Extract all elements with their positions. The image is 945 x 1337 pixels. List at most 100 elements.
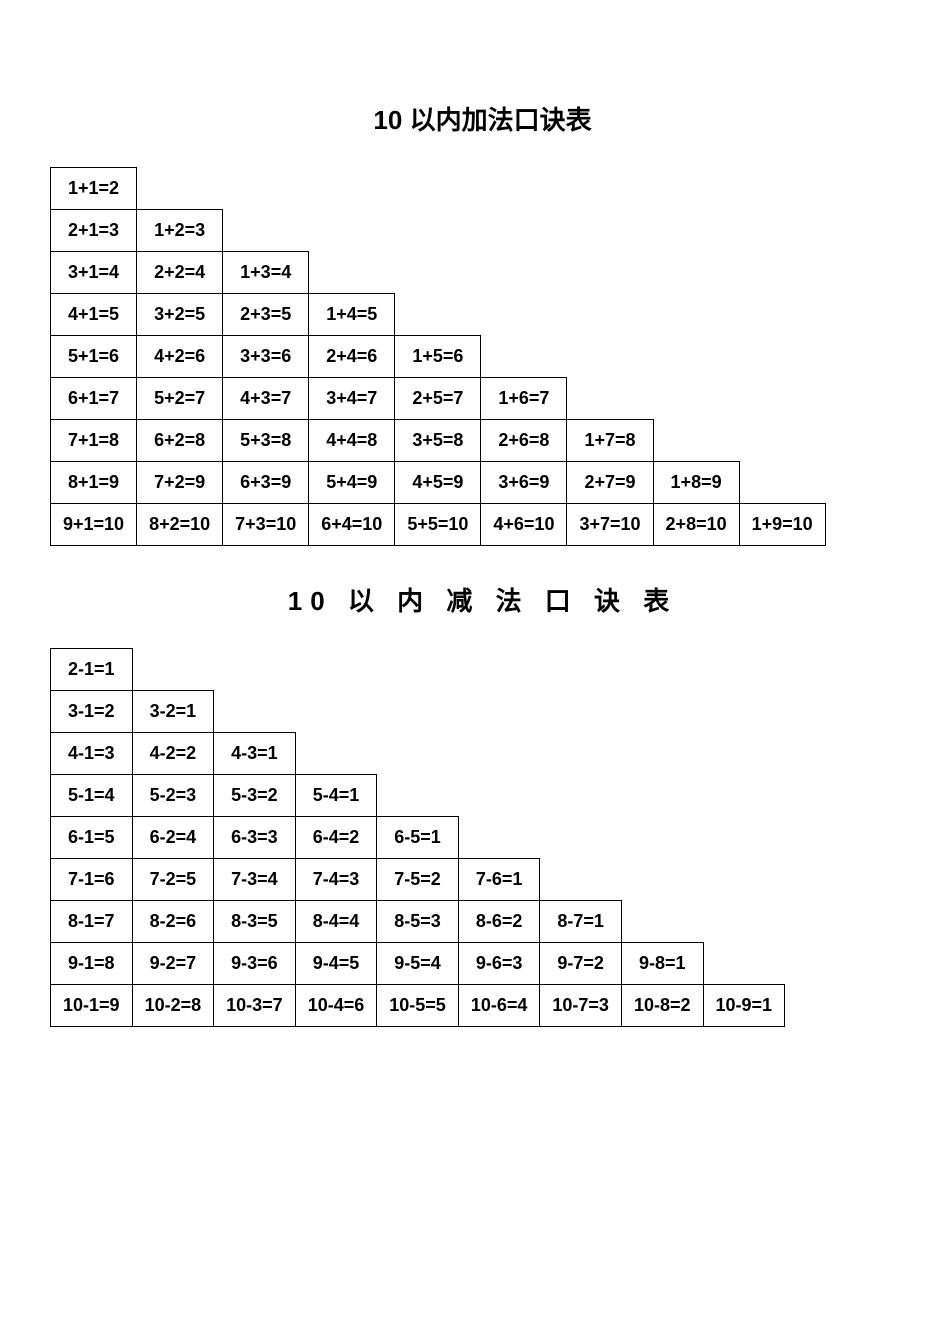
empty-cell [377, 691, 459, 733]
empty-cell [703, 943, 785, 985]
empty-cell [458, 733, 540, 775]
table-row: 1+1=2 [51, 168, 826, 210]
subtraction-cell: 7-1=6 [51, 859, 133, 901]
addition-cell: 7+3=10 [223, 504, 309, 546]
addition-cell: 1+6=7 [481, 378, 567, 420]
subtraction-cell: 10-6=4 [458, 985, 540, 1027]
empty-cell [458, 649, 540, 691]
empty-cell [458, 817, 540, 859]
table-row: 9-1=89-2=79-3=69-4=59-5=49-6=39-7=29-8=1 [51, 943, 785, 985]
subtraction-cell: 5-1=4 [51, 775, 133, 817]
subtraction-cell: 4-3=1 [214, 733, 296, 775]
subtraction-cell: 6-1=5 [51, 817, 133, 859]
empty-cell [621, 901, 703, 943]
table-row: 3+1=42+2=41+3=4 [51, 252, 826, 294]
addition-cell: 6+4=10 [309, 504, 395, 546]
addition-cell: 5+4=9 [309, 462, 395, 504]
subtraction-cell: 2-1=1 [51, 649, 133, 691]
empty-cell [703, 733, 785, 775]
table-row: 6+1=75+2=74+3=73+4=72+5=71+6=7 [51, 378, 826, 420]
empty-cell [540, 691, 622, 733]
empty-cell [377, 649, 459, 691]
empty-cell [653, 336, 739, 378]
subtraction-cell: 7-2=5 [132, 859, 214, 901]
empty-cell [395, 294, 481, 336]
addition-cell: 2+5=7 [395, 378, 481, 420]
empty-cell [739, 378, 825, 420]
empty-cell [653, 168, 739, 210]
subtraction-cell: 7-5=2 [377, 859, 459, 901]
addition-cell: 2+8=10 [653, 504, 739, 546]
subtraction-cell: 9-6=3 [458, 943, 540, 985]
subtraction-cell: 8-2=6 [132, 901, 214, 943]
subtraction-cell: 9-4=5 [295, 943, 377, 985]
empty-cell [653, 378, 739, 420]
empty-cell [223, 210, 309, 252]
subtraction-cell: 9-1=8 [51, 943, 133, 985]
empty-cell [703, 691, 785, 733]
empty-cell [395, 168, 481, 210]
subtraction-cell: 10-1=9 [51, 985, 133, 1027]
empty-cell [739, 336, 825, 378]
addition-cell: 2+4=6 [309, 336, 395, 378]
addition-cell: 5+2=7 [137, 378, 223, 420]
empty-cell [540, 859, 622, 901]
addition-cell: 4+5=9 [395, 462, 481, 504]
empty-cell [703, 775, 785, 817]
table-row: 10-1=910-2=810-3=710-4=610-5=510-6=410-7… [51, 985, 785, 1027]
empty-cell [458, 691, 540, 733]
subtraction-cell: 8-7=1 [540, 901, 622, 943]
addition-cell: 1+9=10 [739, 504, 825, 546]
empty-cell [739, 420, 825, 462]
empty-cell [458, 775, 540, 817]
empty-cell [567, 210, 653, 252]
empty-cell [295, 691, 377, 733]
addition-cell: 6+2=8 [137, 420, 223, 462]
empty-cell [309, 252, 395, 294]
table-row: 3-1=23-2=1 [51, 691, 785, 733]
subtraction-cell: 7-3=4 [214, 859, 296, 901]
empty-cell [703, 901, 785, 943]
addition-cell: 3+4=7 [309, 378, 395, 420]
addition-cell: 6+1=7 [51, 378, 137, 420]
table-row: 5+1=64+2=63+3=62+4=61+5=6 [51, 336, 826, 378]
subtraction-cell: 10-2=8 [132, 985, 214, 1027]
addition-cell: 8+1=9 [51, 462, 137, 504]
empty-cell [377, 775, 459, 817]
addition-cell: 1+2=3 [137, 210, 223, 252]
addition-cell: 5+5=10 [395, 504, 481, 546]
subtraction-cell: 9-7=2 [540, 943, 622, 985]
table-row: 6-1=56-2=46-3=36-4=26-5=1 [51, 817, 785, 859]
addition-cell: 5+1=6 [51, 336, 137, 378]
subtraction-cell: 8-6=2 [458, 901, 540, 943]
empty-cell [377, 733, 459, 775]
table-row: 4-1=34-2=24-3=1 [51, 733, 785, 775]
table-row: 4+1=53+2=52+3=51+4=5 [51, 294, 826, 336]
addition-cell: 3+7=10 [567, 504, 653, 546]
empty-cell [309, 210, 395, 252]
addition-cell: 1+4=5 [309, 294, 395, 336]
subtraction-cell: 9-3=6 [214, 943, 296, 985]
addition-cell: 3+5=8 [395, 420, 481, 462]
empty-cell [621, 733, 703, 775]
table-row: 2-1=1 [51, 649, 785, 691]
empty-cell [481, 294, 567, 336]
subtraction-cell: 4-1=3 [51, 733, 133, 775]
subtraction-cell: 7-6=1 [458, 859, 540, 901]
addition-cell: 4+1=5 [51, 294, 137, 336]
empty-cell [703, 817, 785, 859]
addition-cell: 5+3=8 [223, 420, 309, 462]
empty-cell [739, 462, 825, 504]
subtraction-cell: 10-4=6 [295, 985, 377, 1027]
addition-cell: 2+6=8 [481, 420, 567, 462]
empty-cell [653, 252, 739, 294]
addition-cell: 4+4=8 [309, 420, 395, 462]
empty-cell [621, 691, 703, 733]
addition-cell: 4+2=6 [137, 336, 223, 378]
subtraction-cell: 10-8=2 [621, 985, 703, 1027]
subtraction-cell: 6-2=4 [132, 817, 214, 859]
subtraction-cell: 3-2=1 [132, 691, 214, 733]
addition-cell: 2+1=3 [51, 210, 137, 252]
empty-cell [653, 210, 739, 252]
empty-cell [653, 294, 739, 336]
